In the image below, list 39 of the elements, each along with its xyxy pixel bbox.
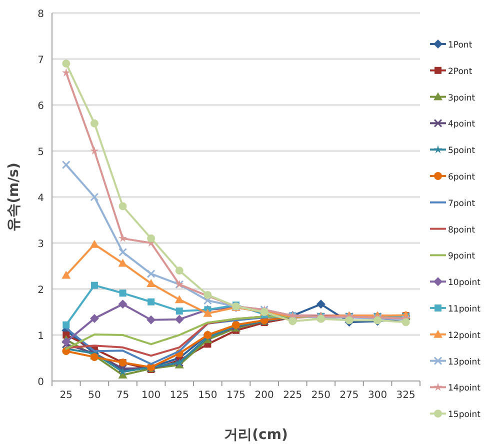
x-tick-label: 250 bbox=[311, 390, 330, 401]
legend-label: 7point bbox=[448, 198, 476, 209]
legend-label: 12point bbox=[448, 330, 482, 341]
legend-label: 15point bbox=[448, 410, 482, 420]
x-tick-label: 325 bbox=[396, 390, 416, 401]
legend-label: 14point bbox=[448, 384, 482, 394]
x-axis-title: 거리(cm) bbox=[224, 427, 288, 443]
x-tick-label: 50 bbox=[88, 390, 101, 401]
y-tick-label: 0 bbox=[38, 377, 44, 388]
x-tick-label: 225 bbox=[283, 390, 302, 401]
legend-label: 5point bbox=[448, 146, 476, 156]
x-tick-label: 125 bbox=[170, 390, 189, 401]
legend-label: 13point bbox=[448, 357, 482, 368]
y-tick-label: 7 bbox=[38, 55, 44, 66]
legend-label: 8point bbox=[448, 225, 476, 236]
y-tick-label: 6 bbox=[38, 101, 44, 112]
x-tick-label: 100 bbox=[142, 390, 161, 401]
y-axis-title: 유속(m/s) bbox=[6, 162, 22, 232]
legend-label: 6point bbox=[448, 172, 476, 182]
y-tick-label: 2 bbox=[38, 285, 44, 296]
legend-label: 11point bbox=[448, 304, 482, 314]
y-tick-label: 8 bbox=[38, 9, 44, 20]
legend-label: 1Pont bbox=[448, 40, 473, 50]
y-tick-label: 1 bbox=[38, 331, 44, 342]
x-tick-label: 275 bbox=[340, 390, 359, 401]
legend-label: 9point bbox=[448, 252, 476, 262]
legend-label: 3point bbox=[448, 93, 476, 104]
x-tick-label: 75 bbox=[116, 390, 130, 401]
x-tick-label: 300 bbox=[368, 390, 388, 401]
x-tick-label: 175 bbox=[226, 390, 246, 401]
x-tick-label: 150 bbox=[198, 390, 218, 401]
y-tick-label: 5 bbox=[38, 147, 44, 158]
legend-label: 4point bbox=[448, 120, 476, 130]
legend-label: 10point bbox=[448, 278, 482, 288]
x-tick-label: 25 bbox=[60, 390, 73, 401]
legend-label: 2Pont bbox=[448, 66, 473, 77]
y-tick-label: 3 bbox=[38, 239, 44, 250]
x-tick-label: 200 bbox=[254, 390, 274, 401]
y-tick-label: 4 bbox=[38, 193, 44, 204]
